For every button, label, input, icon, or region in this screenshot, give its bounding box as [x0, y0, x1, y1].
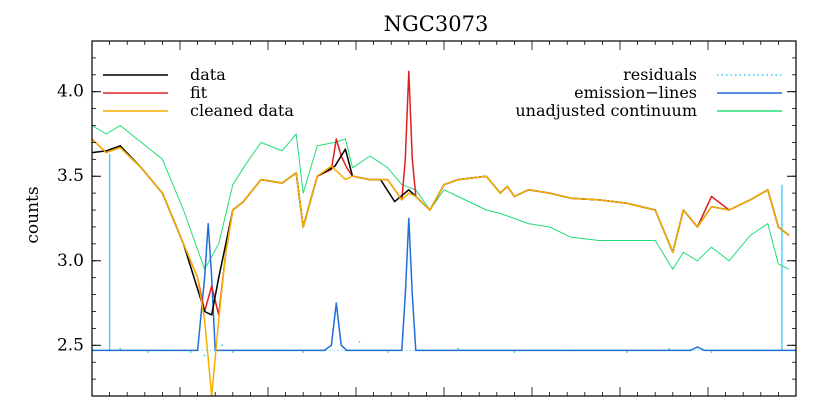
series-data-line [91, 145, 790, 316]
residual-point [386, 351, 389, 353]
legend-label-unadjusted-continuum: unadjusted continuum [515, 101, 697, 120]
residual-point [457, 347, 459, 350]
residual-point [203, 354, 206, 357]
residual-point [513, 351, 516, 353]
axis-ticks: 2.5 3.0 3.5 4.0 [57, 40, 797, 397]
residual-point [668, 347, 671, 350]
residual-point [302, 351, 305, 353]
legend-label-residuals: residuals [623, 65, 697, 84]
chart-title: NGC3073 [384, 12, 489, 36]
residual-point [189, 351, 192, 353]
y-tick-label: 3.5 [57, 166, 84, 186]
plot-area [91, 70, 796, 397]
y-axis-label: counts [23, 186, 43, 243]
series-cleaned-data-line [91, 138, 790, 397]
residual-point [626, 351, 628, 353]
legend-label-data: data [190, 65, 226, 84]
series-emission-lines-line [92, 217, 796, 352]
legend-label-cleaned-data: cleaned data [190, 101, 294, 120]
residual-point [147, 351, 150, 353]
residual-point [710, 351, 713, 353]
legend-label-emission-lines: emission−lines [574, 83, 697, 102]
y-tick-label: 2.5 [57, 335, 84, 355]
legend-label-fit: fit [190, 83, 208, 102]
residual-point [231, 351, 234, 353]
residual-point [221, 344, 224, 347]
series-unadjusted-continuum-line [91, 125, 790, 270]
y-tick-label: 3.0 [57, 251, 84, 271]
residual-point [119, 347, 122, 350]
residual-point [358, 341, 361, 343]
y-tick-label: 4.0 [57, 82, 84, 102]
